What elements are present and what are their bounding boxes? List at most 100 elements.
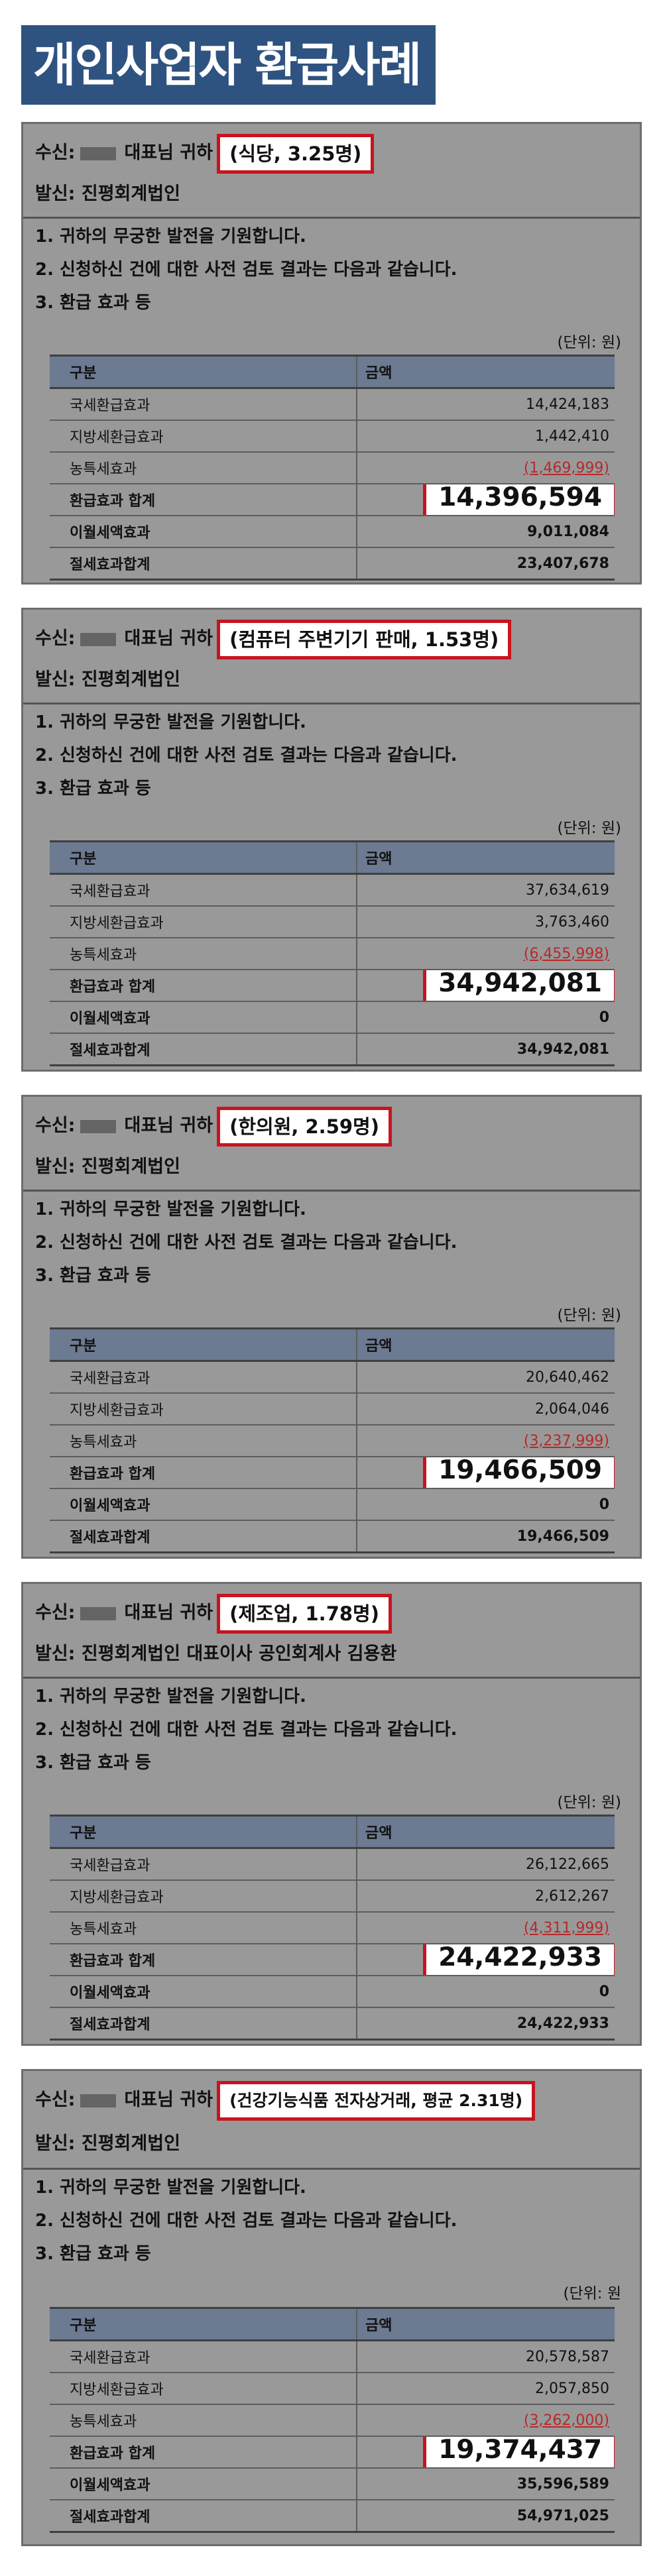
row-label: 국세환급효과 <box>50 2340 357 2373</box>
unit-label: (단위: 원) <box>557 1307 622 1324</box>
refund-case-2: 수신: 대표님 귀하 (컴퓨터 주변기기 판매, 1.53명) 발신: 진평회계법인… <box>21 608 642 1072</box>
redacted-name <box>80 1606 117 1620</box>
row-label: 국세환급효과 <box>50 1361 357 1394</box>
business-highlight: (한의원, 2.59명) <box>217 1106 392 1147</box>
row-value: 37,634,619 <box>357 873 615 907</box>
note-item: 1. 귀하의 무궁한 발전을 기원합니다. <box>35 227 306 247</box>
note-item: 3. 환급 효과 등 <box>35 2244 151 2264</box>
table-row: 절세효과합계 23,407,678 <box>50 547 615 581</box>
row-value: 26,122,665 <box>357 1848 615 1881</box>
refund-table: 구분 금액 국세환급효과 20,578,587 지방세환급효과 2,057,850 … <box>50 2307 615 2533</box>
note-item: 3. 환급 효과 등 <box>35 1266 151 1286</box>
sender-line: 발신: 진평회계법인 <box>35 1156 180 1177</box>
sender-line: 발신: 진평회계법인 <box>35 2133 180 2154</box>
row-label: 이월세액효과 <box>50 1976 357 2008</box>
table-row: 지방세환급효과 1,442,410 <box>50 420 615 453</box>
recipient-line: 수신: 대표님 귀하 (컴퓨터 주변기기 판매, 1.53명) <box>35 619 512 659</box>
table-row: 농특세효과 (6,455,998) <box>50 938 615 970</box>
row-label: 절세효과합계 <box>50 1033 357 1066</box>
row-label: 환급효과 합계 <box>50 2436 357 2469</box>
table-row: 이월세액효과 0 <box>50 1001 615 1034</box>
total-cell: 14,396,594 <box>357 484 615 516</box>
header-amount: 금액 <box>357 2307 615 2341</box>
redacted-name <box>80 1119 117 1133</box>
page-title: 개인사업자 환급사례 <box>21 25 436 105</box>
table-row: 농특세효과 (3,237,999) <box>50 1425 615 1457</box>
table-header-row: 구분 금액 <box>50 355 615 389</box>
row-value: 1,442,410 <box>357 420 615 453</box>
notes-list: 1. 귀하의 무궁한 발전을 기원합니다. 2. 신청하신 건에 대한 사전 검… <box>35 220 457 319</box>
row-label: 절세효과합계 <box>50 2500 357 2533</box>
row-label: 이월세액효과 <box>50 516 357 548</box>
note-item: 2. 신청하신 건에 대한 사전 검토 결과는 다음과 같습니다. <box>35 746 457 765</box>
sender-line: 발신: 진평회계법인 <box>35 184 180 204</box>
recipient-suffix: 대표님 귀하 <box>124 142 213 163</box>
recipient-line: 수신: 대표님 귀하 (제조업, 1.78명) <box>35 1593 392 1634</box>
row-label: 국세환급효과 <box>50 388 357 421</box>
table-header-row: 구분 금액 <box>50 840 615 875</box>
row-value: 0 <box>357 1001 615 1034</box>
row-label: 농특세효과 <box>50 2404 357 2437</box>
row-label: 농특세효과 <box>50 1425 357 1457</box>
refund-case-4: 수신: 대표님 귀하 (제조업, 1.78명) 발신: 진평회계법인 대표이사 공인… <box>21 1582 642 2046</box>
row-value-negative: (6,455,998) <box>357 938 615 970</box>
header-amount: 금액 <box>357 355 615 389</box>
recipient-label: 수신: <box>35 1115 76 1136</box>
divider <box>23 217 640 219</box>
unit-label: (단위: 원) <box>557 1794 622 1811</box>
table-row: 국세환급효과 14,424,183 <box>50 388 615 421</box>
row-value: 3,763,460 <box>357 906 615 938</box>
recipient-line: 수신: 대표님 귀하 (식당, 3.25명) <box>35 133 375 174</box>
row-value: 2,057,850 <box>357 2373 615 2405</box>
recipient-line: 수신: 대표님 귀하 (한의원, 2.59명) <box>35 1106 392 1147</box>
refund-total-highlight: 34,942,081 <box>423 970 615 1000</box>
row-value: 2,612,267 <box>357 1880 615 1913</box>
row-label: 지방세환급효과 <box>50 2373 357 2405</box>
notes-list: 1. 귀하의 무궁한 발전을 기원합니다. 2. 신청하신 건에 대한 사전 검… <box>35 2171 457 2270</box>
refund-case-3: 수신: 대표님 귀하 (한의원, 2.59명) 발신: 진평회계법인 1. 귀하의 … <box>21 1095 642 1559</box>
recipient-suffix: 대표님 귀하 <box>124 628 213 649</box>
note-item: 1. 귀하의 무궁한 발전을 기원합니다. <box>35 2178 306 2198</box>
sender-line: 발신: 진평회계법인 <box>35 669 180 690</box>
table-row: 절세효과합계 34,942,081 <box>50 1033 615 1066</box>
business-highlight: (제조업, 1.78명) <box>217 1593 392 1634</box>
redacted-name <box>80 2094 117 2107</box>
recipient-label: 수신: <box>35 1602 76 1623</box>
sender-line: 발신: 진평회계법인 대표이사 공인회계사 김용환 <box>35 1644 397 1664</box>
recipient-label: 수신: <box>35 2090 76 2110</box>
note-item: 3. 환급 효과 등 <box>35 293 151 313</box>
divider <box>23 2168 640 2170</box>
table-row: 이월세액효과 9,011,084 <box>50 516 615 548</box>
refund-table: 구분 금액 국세환급효과 37,634,619 지방세환급효과 3,763,460 … <box>50 840 615 1066</box>
row-label: 이월세액효과 <box>50 2468 357 2500</box>
row-label: 절세효과합계 <box>50 2007 357 2041</box>
row-value-negative: (3,262,000) <box>357 2404 615 2437</box>
row-label: 이월세액효과 <box>50 1488 357 1521</box>
note-item: 2. 신청하신 건에 대한 사전 검토 결과는 다음과 같습니다. <box>35 1233 457 1253</box>
business-highlight: (건강기능식품 전자상거래, 평균 2.31명) <box>217 2080 536 2121</box>
row-value: 20,578,587 <box>357 2340 615 2373</box>
refund-table: 구분 금액 국세환급효과 20,640,462 지방세환급효과 2,064,046 … <box>50 1327 615 1553</box>
recipient-label: 수신: <box>35 142 76 163</box>
refund-table: 구분 금액 국세환급효과 14,424,183 지방세환급효과 1,442,410 … <box>50 355 615 581</box>
table-row-total: 환급효과 합계 14,396,594 <box>50 484 615 516</box>
table-row: 농특세효과 (1,469,999) <box>50 452 615 484</box>
row-value: 24,422,933 <box>357 2007 615 2041</box>
row-label: 환급효과 합계 <box>50 970 357 1002</box>
table-row: 농특세효과 (4,311,999) <box>50 1912 615 1944</box>
table-row: 절세효과합계 54,971,025 <box>50 2500 615 2533</box>
row-label: 농특세효과 <box>50 1912 357 1944</box>
table-row: 지방세환급효과 2,612,267 <box>50 1880 615 1913</box>
row-label: 이월세액효과 <box>50 1001 357 1034</box>
unit-label: (단위: 원) <box>557 820 622 837</box>
table-row-total: 환급효과 합계 34,942,081 <box>50 970 615 1002</box>
note-item: 3. 환급 효과 등 <box>35 1753 151 1773</box>
header-category: 구분 <box>50 2307 357 2341</box>
row-label: 지방세환급효과 <box>50 420 357 453</box>
total-cell: 24,422,933 <box>357 1944 615 1976</box>
divider <box>23 702 640 704</box>
header-amount: 금액 <box>357 1815 615 1849</box>
header-category: 구분 <box>50 1327 357 1362</box>
row-value: 19,466,509 <box>357 1520 615 1553</box>
header-category: 구분 <box>50 1815 357 1849</box>
